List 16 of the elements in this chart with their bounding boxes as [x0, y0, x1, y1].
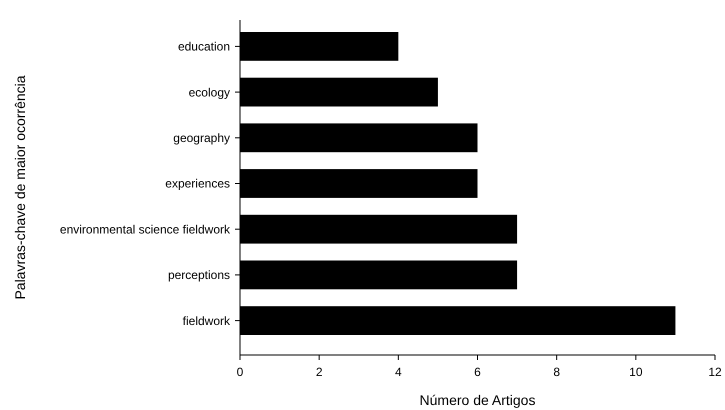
y-tick-label: fieldwork	[182, 314, 231, 328]
y-tick-label: education	[178, 40, 230, 54]
x-tick-label: 6	[474, 365, 482, 379]
x-tick-label: 12	[708, 365, 722, 379]
x-tick-label: 8	[553, 365, 560, 379]
x-tick-label: 2	[316, 365, 323, 379]
x-axis-title: Número de Artigos	[420, 392, 536, 408]
y-tick-label: experiences	[165, 176, 230, 191]
y-axis-title: Palavras-chave de maior ocorrência	[12, 75, 28, 300]
y-tick-label: perceptions	[168, 268, 230, 282]
x-tick-label: 0	[236, 365, 244, 379]
x-tick-label: 10	[629, 365, 643, 379]
y-tick-label: environmental science fieldwork	[60, 222, 231, 236]
x-tick-label: 4	[394, 365, 402, 379]
y-tick-label: ecology	[188, 85, 230, 100]
y-tick-label: geography	[173, 131, 230, 145]
